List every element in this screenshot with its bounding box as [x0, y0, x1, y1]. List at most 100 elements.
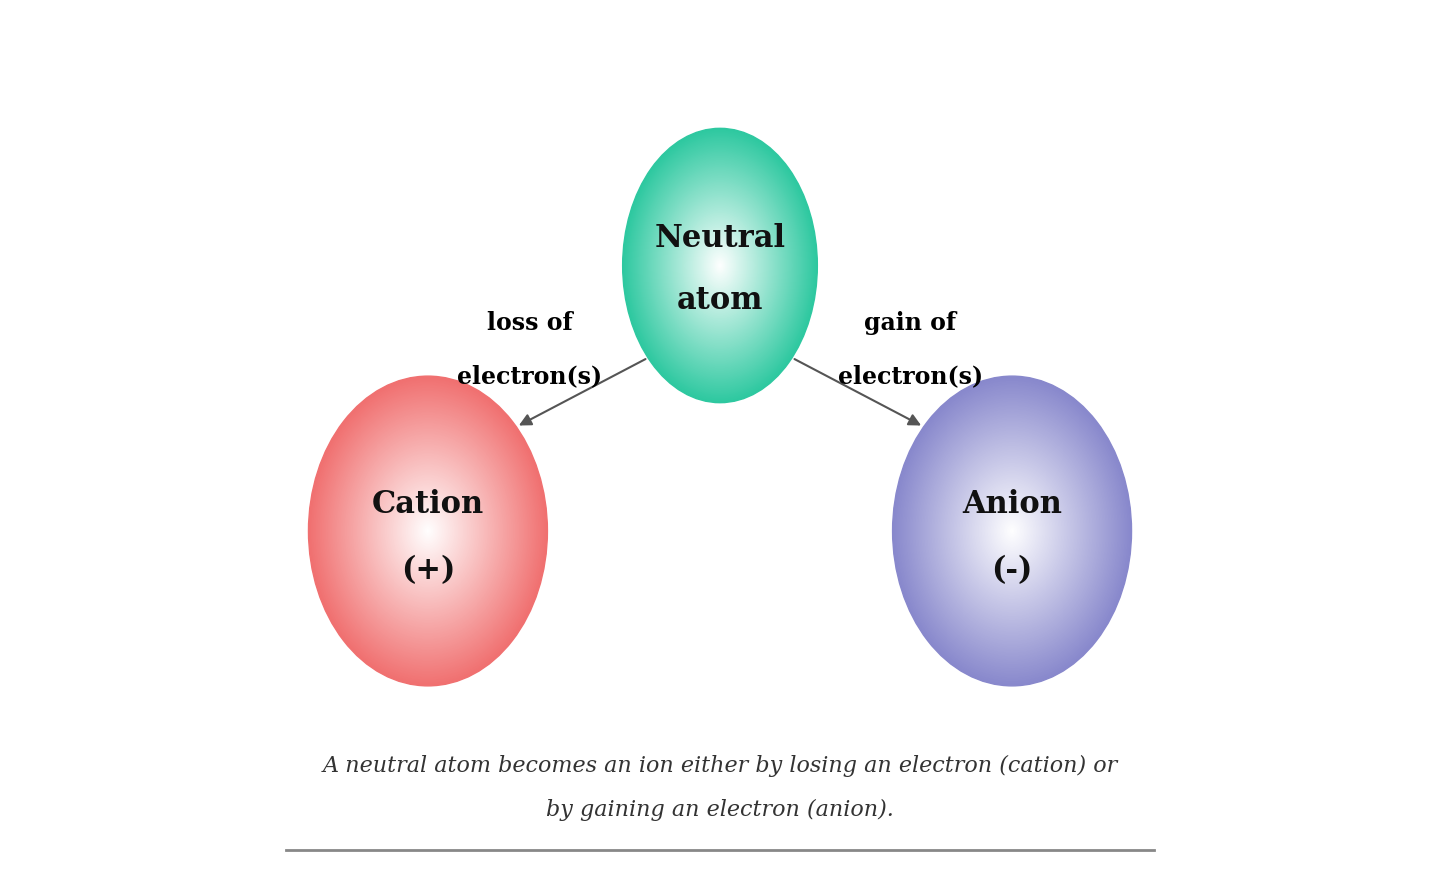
Ellipse shape [315, 386, 540, 676]
Ellipse shape [1004, 520, 1021, 542]
Ellipse shape [945, 444, 1079, 618]
Ellipse shape [655, 173, 785, 358]
Ellipse shape [703, 241, 737, 290]
Ellipse shape [400, 495, 456, 567]
Ellipse shape [688, 221, 752, 310]
Ellipse shape [909, 397, 1116, 665]
Ellipse shape [384, 475, 471, 587]
Ellipse shape [645, 160, 795, 371]
Ellipse shape [956, 459, 1067, 603]
Ellipse shape [400, 496, 455, 566]
Ellipse shape [651, 169, 789, 362]
Ellipse shape [359, 442, 497, 620]
Ellipse shape [711, 254, 729, 277]
Ellipse shape [683, 213, 757, 318]
Ellipse shape [402, 496, 455, 566]
Ellipse shape [624, 130, 816, 401]
Ellipse shape [690, 222, 750, 309]
Ellipse shape [629, 139, 811, 392]
Ellipse shape [634, 143, 806, 388]
Ellipse shape [323, 395, 533, 667]
Ellipse shape [420, 521, 435, 540]
Ellipse shape [315, 385, 541, 677]
Ellipse shape [948, 448, 1076, 614]
Ellipse shape [906, 392, 1119, 670]
Ellipse shape [912, 400, 1113, 662]
Ellipse shape [910, 398, 1115, 664]
Ellipse shape [950, 451, 1074, 611]
Ellipse shape [632, 142, 808, 389]
Ellipse shape [327, 399, 530, 663]
Ellipse shape [989, 502, 1035, 560]
Ellipse shape [324, 396, 531, 666]
Ellipse shape [672, 199, 768, 332]
Ellipse shape [927, 422, 1096, 640]
Ellipse shape [338, 416, 517, 646]
Ellipse shape [958, 461, 1066, 601]
Ellipse shape [361, 445, 494, 617]
Ellipse shape [707, 248, 733, 283]
Ellipse shape [953, 455, 1070, 607]
Ellipse shape [392, 485, 464, 577]
Ellipse shape [713, 256, 727, 275]
Ellipse shape [981, 490, 1044, 572]
Ellipse shape [1009, 527, 1014, 535]
Ellipse shape [641, 154, 799, 377]
Ellipse shape [387, 479, 468, 583]
Ellipse shape [958, 459, 1067, 602]
Ellipse shape [629, 138, 811, 393]
Ellipse shape [405, 500, 452, 562]
Ellipse shape [426, 529, 429, 533]
Ellipse shape [657, 176, 783, 355]
Ellipse shape [662, 185, 778, 346]
Ellipse shape [949, 450, 1074, 612]
Ellipse shape [958, 460, 1067, 602]
Ellipse shape [717, 261, 723, 270]
Ellipse shape [1004, 521, 1020, 541]
Ellipse shape [942, 441, 1081, 621]
Ellipse shape [373, 459, 482, 602]
Ellipse shape [975, 482, 1050, 580]
Ellipse shape [706, 246, 734, 285]
Ellipse shape [410, 509, 445, 553]
Ellipse shape [670, 195, 770, 336]
Ellipse shape [704, 242, 736, 289]
Ellipse shape [314, 383, 541, 679]
Ellipse shape [626, 133, 814, 398]
Ellipse shape [320, 391, 536, 671]
Ellipse shape [389, 481, 467, 581]
Ellipse shape [654, 173, 786, 358]
Ellipse shape [991, 503, 1034, 559]
Ellipse shape [960, 465, 1063, 597]
Ellipse shape [907, 395, 1117, 667]
Ellipse shape [419, 519, 436, 543]
Ellipse shape [719, 263, 721, 268]
Ellipse shape [694, 228, 746, 303]
Ellipse shape [900, 386, 1125, 676]
Ellipse shape [962, 466, 1063, 596]
Ellipse shape [687, 219, 753, 312]
Ellipse shape [995, 509, 1030, 553]
Ellipse shape [940, 437, 1084, 625]
Ellipse shape [641, 153, 799, 378]
Ellipse shape [710, 251, 730, 279]
Ellipse shape [903, 389, 1122, 673]
Ellipse shape [348, 428, 507, 634]
Ellipse shape [383, 473, 474, 589]
Ellipse shape [312, 381, 544, 681]
Ellipse shape [962, 466, 1061, 596]
Ellipse shape [308, 376, 547, 686]
Ellipse shape [704, 242, 736, 289]
Ellipse shape [697, 233, 743, 298]
Ellipse shape [976, 484, 1048, 578]
Ellipse shape [395, 488, 461, 574]
Ellipse shape [930, 426, 1093, 636]
Ellipse shape [347, 426, 510, 636]
Ellipse shape [943, 441, 1081, 621]
Ellipse shape [341, 419, 514, 643]
Ellipse shape [900, 386, 1123, 676]
Ellipse shape [357, 440, 498, 622]
Ellipse shape [1007, 525, 1017, 537]
Ellipse shape [402, 497, 454, 565]
Ellipse shape [700, 238, 740, 293]
